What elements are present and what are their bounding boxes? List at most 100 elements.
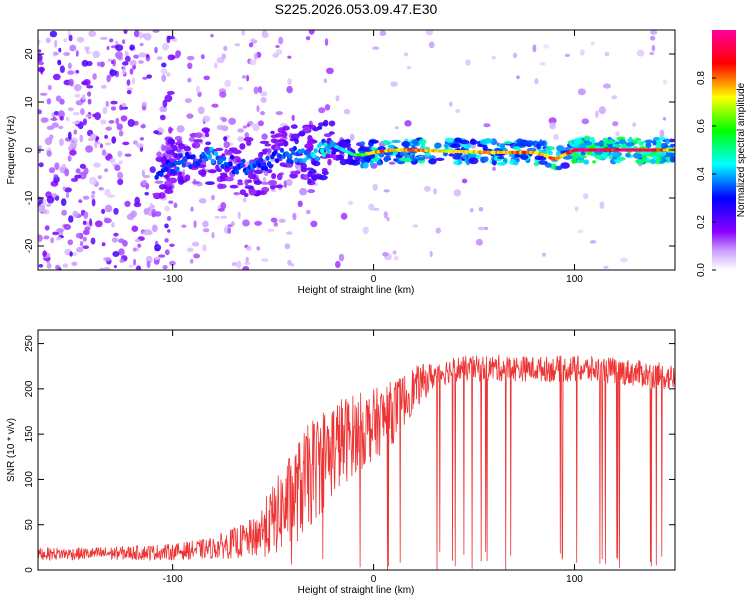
heatmap-noise-cell bbox=[237, 211, 241, 219]
heatmap-noise-cell bbox=[104, 142, 112, 146]
heatmap-ridge-core-cell bbox=[319, 148, 325, 154]
heatmap-noise-cell bbox=[133, 202, 142, 208]
heatmap-noise-cell bbox=[54, 39, 58, 48]
heatmap-noise-cell bbox=[516, 75, 520, 80]
heatmap-noise-cell bbox=[38, 234, 43, 242]
heatmap-noise-cell bbox=[72, 121, 80, 125]
heatmap-ridge-cell bbox=[300, 162, 307, 170]
heatmap-noise-cell bbox=[121, 67, 126, 75]
heatmap-noise-cell bbox=[142, 231, 151, 236]
heatmap-noise-cell bbox=[94, 112, 101, 121]
heatmap-noise-cell bbox=[126, 79, 131, 86]
heatmap-noise-cell bbox=[267, 228, 275, 232]
heatmap-noise-cell bbox=[202, 244, 207, 252]
heatmap-noise-cell bbox=[100, 36, 108, 40]
heatmap-noise-cell bbox=[386, 216, 390, 222]
heatmap-noise-cell bbox=[202, 228, 210, 233]
heatmap-ridge-cell bbox=[237, 179, 243, 183]
heatmap-noise-cell bbox=[43, 235, 50, 240]
heatmap-noise-cell bbox=[326, 67, 334, 75]
heatmap-noise-cell bbox=[92, 113, 97, 118]
heatmap-noise-cell bbox=[111, 136, 117, 144]
heatmap-noise-cell bbox=[82, 220, 87, 225]
heatmap-noise-cell bbox=[164, 249, 170, 256]
heatmap-noise-cell bbox=[254, 220, 262, 226]
heatmap-noise-cell bbox=[126, 87, 134, 91]
heatmap-ridge-core-cell bbox=[181, 162, 187, 168]
heatmap-ridge-cell bbox=[229, 184, 239, 189]
heatmap-ridge-cell bbox=[497, 155, 505, 160]
heatmap-noise-cell bbox=[242, 219, 250, 227]
heatmap-noise-cell bbox=[347, 200, 354, 206]
heatmap-noise-cell bbox=[214, 62, 218, 69]
heatmap-noise-cell bbox=[564, 53, 571, 58]
heatmap-noise-cell bbox=[186, 247, 194, 252]
heatmap-noise-cell bbox=[611, 95, 618, 100]
heatmap-ridge-core-cell bbox=[178, 153, 183, 159]
heatmap-noise-cell bbox=[186, 55, 195, 61]
snr-panel: -100 0 100 0 50 100 150 200 250 Height of strai… bbox=[6, 329, 676, 596]
heatmap-ridge-cell bbox=[524, 140, 535, 146]
heatmap-ridge-core-cell bbox=[215, 155, 220, 161]
heatmap-noise-cell bbox=[164, 238, 169, 243]
heatmap-noise-cell bbox=[433, 188, 437, 195]
heatmap-noise-cell bbox=[512, 52, 518, 59]
heatmap-ridge-cell bbox=[450, 143, 461, 149]
heatmap-noise-cell bbox=[47, 84, 52, 91]
heatmap-ridge-cell bbox=[619, 139, 627, 145]
heatmap-ridge-cell bbox=[424, 152, 432, 157]
heatmap-noise-cell bbox=[59, 65, 65, 73]
heatmap-ridge-core-cell bbox=[300, 148, 305, 154]
heatmap-noise-cell bbox=[74, 84, 82, 92]
heatmap-noise-cell bbox=[38, 109, 42, 115]
heatmap-noise-cell bbox=[223, 141, 230, 149]
heatmap-noise-cell bbox=[81, 59, 89, 67]
heatmap-noise-cell bbox=[94, 220, 103, 228]
heatmap-noise-cell bbox=[67, 155, 72, 162]
heatmap-ridge-cell bbox=[270, 184, 276, 190]
heatmap-noise-cell bbox=[244, 132, 250, 139]
heatmap-ridge-cell bbox=[444, 137, 455, 143]
heatmap-noise-cell bbox=[40, 66, 44, 75]
heatmap-noise-cell bbox=[139, 42, 144, 47]
heatmap-ridge-cell bbox=[328, 120, 336, 127]
heatmap-ridge-cell bbox=[264, 143, 272, 147]
heatmap-noise-cell bbox=[465, 59, 471, 66]
heatmap-noise-cell bbox=[162, 99, 168, 108]
heatmap-noise-cell bbox=[100, 119, 107, 125]
y-tick-label: -10 bbox=[24, 190, 35, 205]
heatmap-ridge-core-cell bbox=[175, 166, 180, 172]
heatmap-noise-cell bbox=[166, 216, 172, 221]
heatmap-noise-cell bbox=[167, 54, 176, 61]
heatmap-ridge-cell bbox=[632, 152, 643, 159]
heatmap-ridge-cell bbox=[669, 143, 675, 147]
heatmap-noise-cell bbox=[475, 238, 483, 246]
heatmap-noise-cell bbox=[141, 169, 145, 177]
heatmap-noise-cell bbox=[124, 153, 132, 157]
heatmap-noise-cell bbox=[173, 202, 178, 209]
heatmap-noise-cell bbox=[87, 91, 92, 97]
heatmap-noise-cell bbox=[110, 100, 118, 105]
heatmap-noise-cell bbox=[143, 174, 150, 179]
heatmap-noise-cell bbox=[105, 126, 112, 131]
heatmap-noise-cell bbox=[362, 226, 369, 235]
heatmap-noise-cell bbox=[137, 243, 142, 248]
heatmap-ridge-core-cell bbox=[239, 163, 244, 169]
heatmap-noise-cell bbox=[132, 247, 137, 252]
heatmap-ridge-core-cell bbox=[278, 154, 283, 159]
heatmap-noise-cell bbox=[56, 236, 62, 241]
heatmap-noise-cell bbox=[612, 121, 619, 127]
heatmap-noise-cell bbox=[95, 136, 100, 141]
heatmap-ridge-cell bbox=[218, 183, 227, 189]
heatmap-noise-cell bbox=[106, 45, 110, 51]
heatmap-ridge-cell bbox=[290, 170, 298, 175]
heatmap-noise-cell bbox=[143, 32, 152, 41]
heatmap-ridge-cell bbox=[270, 134, 278, 138]
heatmap-noise-cell bbox=[483, 226, 489, 231]
heatmap-noise-cell bbox=[141, 179, 148, 186]
heatmap-noise-cell bbox=[164, 205, 170, 212]
heatmap-ridge-cell bbox=[613, 143, 622, 148]
heatmap-noise-cell bbox=[242, 197, 247, 203]
heatmap-ridge-core-cell bbox=[265, 155, 270, 161]
heatmap-noise-cell bbox=[92, 73, 97, 80]
